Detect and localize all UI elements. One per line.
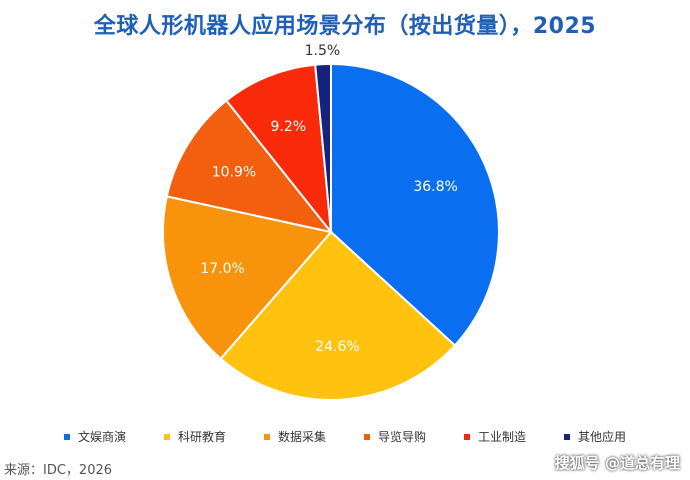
legend-item-other: 其他应用 bbox=[564, 428, 626, 445]
legend-label: 文娱商演 bbox=[77, 430, 126, 444]
legend-swatch bbox=[163, 433, 170, 440]
legend-label: 科研教育 bbox=[177, 430, 226, 444]
pie-slice-guide-shopping bbox=[165, 99, 334, 234]
legend-item-guide-shopping: 导览导购 bbox=[364, 428, 426, 445]
pie-label-industrial: 9.2% bbox=[270, 119, 306, 135]
legend-item-research-education: 科研教育 bbox=[163, 428, 226, 445]
pie-slice-industrial bbox=[224, 63, 333, 236]
legend-item-industrial: 工业制造 bbox=[464, 428, 526, 445]
legend-label: 导览导购 bbox=[378, 430, 427, 444]
pie-label-entertainment: 36.8% bbox=[413, 179, 457, 195]
legend-swatch bbox=[364, 433, 370, 440]
legend-label: 数据采集 bbox=[277, 430, 326, 444]
pie-label-guide-shopping: 10.9% bbox=[212, 165, 256, 181]
pie-slice-entertainment bbox=[330, 62, 500, 347]
watermark: 搜狐号 @道总有理 bbox=[554, 454, 680, 472]
legend-label: 工业制造 bbox=[478, 430, 527, 444]
pie-label-research-education: 24.6% bbox=[315, 339, 359, 355]
legend-swatch bbox=[464, 433, 471, 440]
pie-slice-data-collection bbox=[162, 195, 333, 361]
chart-title: 全球人形机器人应用场景分布（按出货量），2025 bbox=[93, 14, 597, 39]
legend: 文娱商演 科研教育 数据采集 导览导购 工业制造 其他应用 bbox=[0, 428, 690, 445]
legend-swatch bbox=[564, 433, 571, 440]
pie-slice-research-education bbox=[219, 230, 457, 401]
legend-label: 其他应用 bbox=[578, 430, 627, 444]
legend-item-entertainment: 文娱商演 bbox=[63, 428, 126, 445]
pie-labels: 36.8% 24.6% 17.0% 10.9% 9.2% 1.5% bbox=[200, 43, 457, 355]
pie-slices bbox=[162, 62, 500, 401]
pie-slice-other bbox=[314, 62, 332, 233]
source-note: 来源：IDC，2026 bbox=[4, 463, 113, 478]
legend-item-data-collection: 数据采集 bbox=[263, 428, 326, 445]
legend-swatch bbox=[63, 433, 70, 440]
pie-label-data-collection: 17.0% bbox=[200, 261, 244, 277]
pie-label-other: 1.5% bbox=[305, 43, 341, 59]
legend-swatch bbox=[263, 433, 270, 440]
